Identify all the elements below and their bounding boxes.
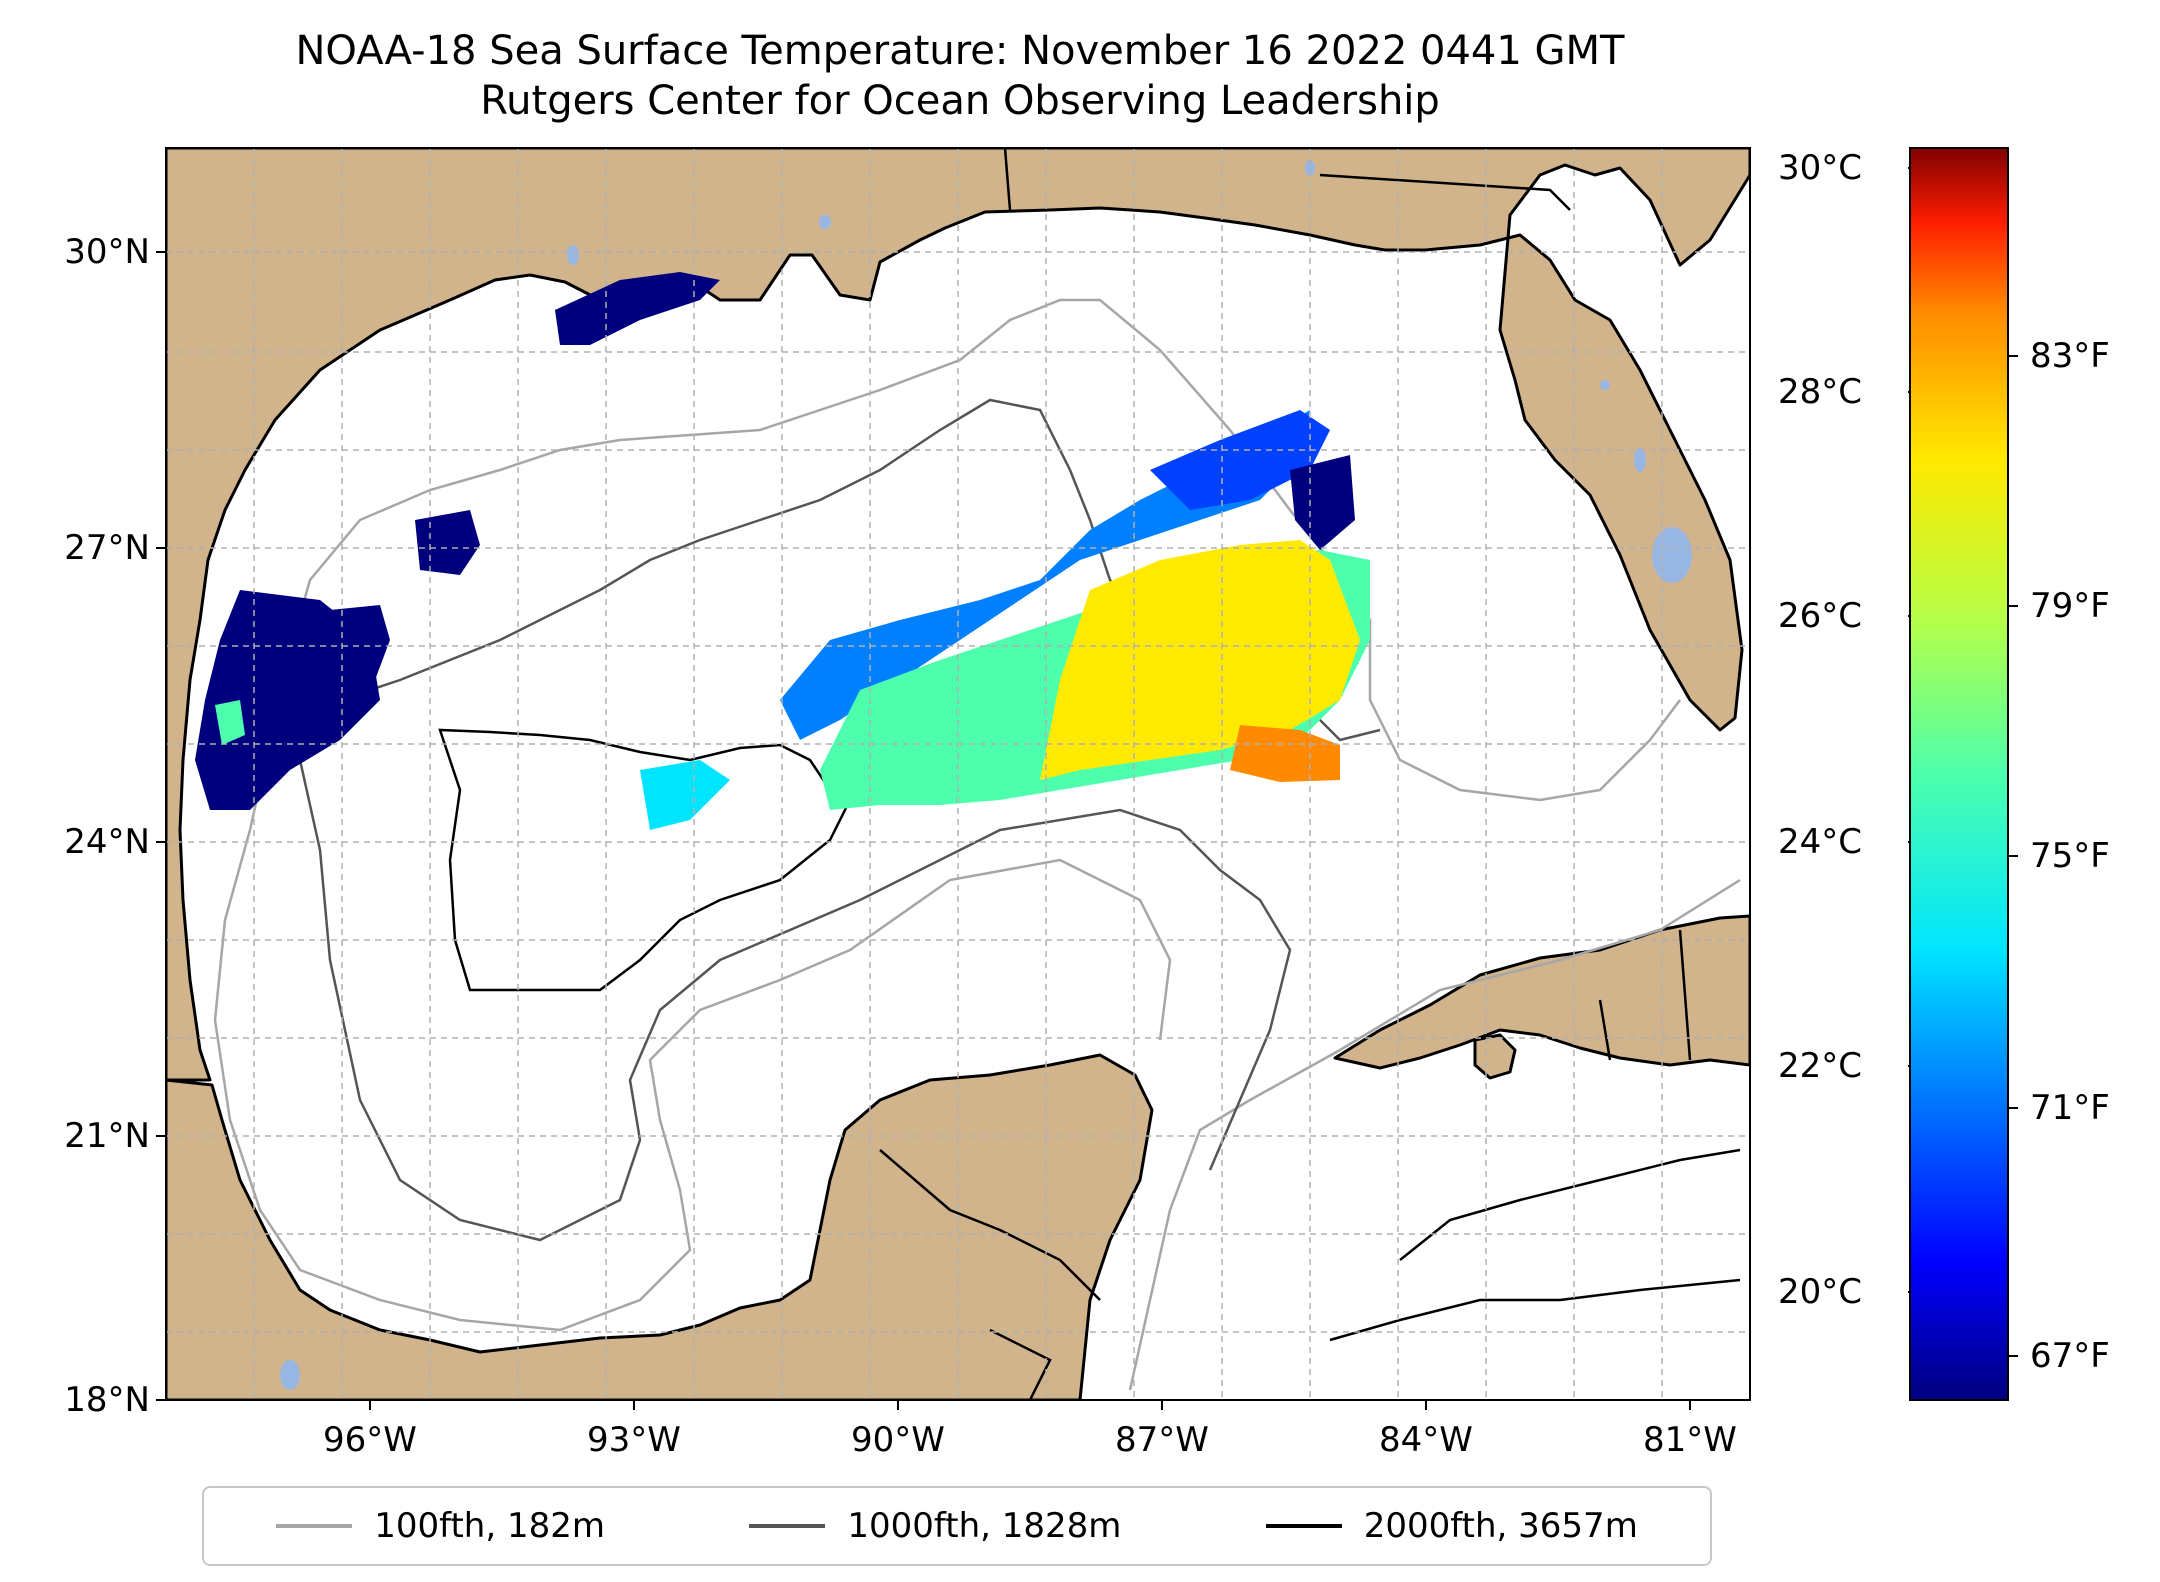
colorbar [1909, 147, 2009, 1401]
lat-tick: 18°N [64, 1380, 150, 1420]
mexico-coast [166, 1053, 1154, 1400]
sst-patch-tx-cyan [215, 700, 245, 745]
lat-tick: 30°N [64, 232, 150, 272]
colorbar-celsius-tick: 22°C [1778, 1046, 1863, 1086]
cuba [1333, 914, 1750, 1070]
colorbar-fahrenheit-tick: 83°F [2030, 336, 2110, 376]
gridlines [166, 148, 1750, 1400]
lat-tick: 21°N [64, 1116, 150, 1156]
title-line-1: NOAA-18 Sea Surface Temperature: Novembe… [295, 28, 1625, 74]
legend-line-icon [276, 1524, 353, 1528]
isla-juventud [1473, 1033, 1517, 1080]
colorbar-fahrenheit-tick: 71°F [2030, 1088, 2110, 1128]
colorbar-celsius-tick: 26°C [1778, 596, 1863, 636]
title-line-2: Rutgers Center for Ocean Observing Leade… [480, 78, 1440, 124]
sst-patch-east-orange [1230, 725, 1340, 782]
borders [879, 148, 1692, 1400]
chart-title: NOAA-18 Sea Surface Temperature: Novembe… [0, 26, 1920, 126]
colorbar-fahrenheit-tick: 67°F [2030, 1336, 2110, 1376]
lon-tick: 87°W [1115, 1420, 1209, 1460]
legend-item-100fth: 100fth, 182m [276, 1506, 605, 1546]
contours [213, 298, 1741, 1391]
colorbar-celsius-tick: 24°C [1778, 822, 1863, 862]
map-frame [165, 147, 1751, 1401]
sst-patch-east-blue [1150, 410, 1330, 510]
lat-tick: 24°N [64, 822, 150, 862]
contour-1000fth [298, 398, 1381, 1242]
lon-tick: 84°W [1379, 1420, 1473, 1460]
land [166, 148, 1750, 1400]
lat-tick: 27°N [64, 528, 150, 568]
legend-line-icon [1265, 1524, 1342, 1528]
us-gulf-coast [166, 148, 1750, 1082]
legend-item-1000fth: 1000fth, 1828m [749, 1506, 1121, 1546]
legend-label: 100fth, 182m [374, 1506, 605, 1546]
map-area [166, 148, 1750, 1400]
colorbar-fahrenheit-tick: 79°F [2030, 586, 2110, 626]
legend-line-icon [749, 1524, 826, 1528]
colorbar-celsius-tick: 28°C [1778, 372, 1863, 412]
lon-tick: 81°W [1643, 1420, 1737, 1460]
sst-patch-offshore [415, 510, 480, 575]
legend-label: 1000fth, 1828m [847, 1506, 1122, 1546]
colorbar-celsius-tick: 30°C [1778, 148, 1863, 188]
sst-patch-east-yellow [1040, 540, 1360, 780]
sst-patch-east-navy [1290, 455, 1355, 550]
colorbar-fahrenheit-tick: 75°F [2030, 836, 2110, 876]
lon-tick: 90°W [851, 1420, 945, 1460]
legend-item-2000fth: 2000fth, 3657m [1265, 1506, 1638, 1546]
colorbar-celsius-tick: 20°C [1778, 1272, 1863, 1312]
lon-tick: 93°W [587, 1420, 681, 1460]
sst-patch-la-coast [555, 272, 720, 345]
isobath-legend: 100fth, 182m 1000fth, 1828m 2000fth, 365… [202, 1486, 1712, 1566]
sst-patch-south-cyan [640, 760, 730, 830]
legend-label: 2000fth, 3657m [1363, 1506, 1638, 1546]
lon-tick: 96°W [323, 1420, 417, 1460]
